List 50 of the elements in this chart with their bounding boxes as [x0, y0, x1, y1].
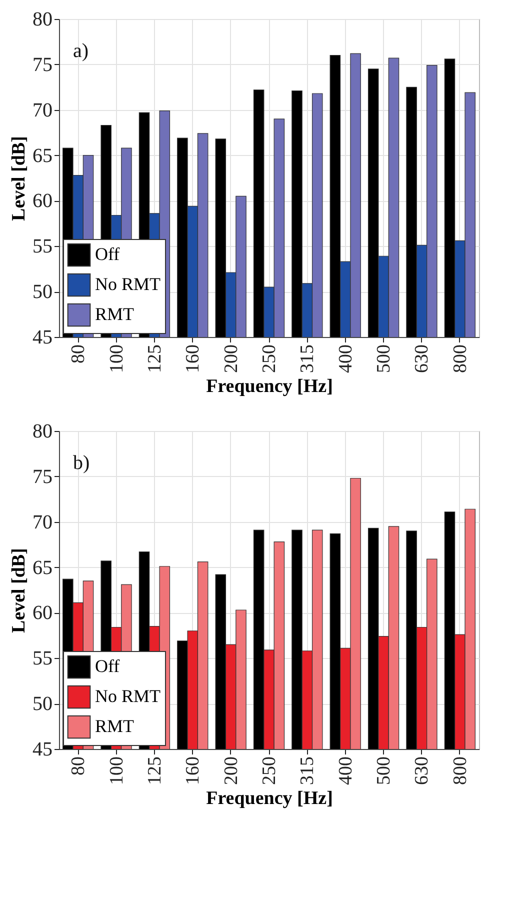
x-tick-label: 100	[106, 756, 128, 785]
y-tick-label: 50	[32, 281, 52, 304]
x-tick-label: 100	[106, 344, 128, 373]
annotation: b)	[73, 452, 90, 474]
x-tick-label: 800	[450, 344, 471, 373]
y-tick-label: 80	[32, 8, 52, 30]
y-tick-label: 65	[32, 556, 52, 579]
legend-label: Off	[95, 656, 120, 676]
y-tick-label: 70	[32, 99, 52, 122]
x-tick-label: 80	[68, 756, 90, 776]
y-tick-label: 45	[32, 738, 52, 760]
x-axis-title: Frequency [Hz]	[206, 788, 333, 809]
y-tick-label: 55	[32, 236, 52, 258]
x-tick-label: 630	[412, 756, 433, 785]
y-tick-label: 70	[32, 511, 52, 534]
x-tick-label: 315	[297, 756, 318, 785]
x-tick-label: 500	[374, 756, 395, 785]
x-tick-label: 630	[412, 344, 433, 373]
annotation: a)	[73, 40, 89, 62]
x-tick-label: 160	[182, 756, 204, 785]
y-tick-label: 60	[32, 602, 52, 624]
legend-label: No RMT	[95, 274, 161, 294]
x-tick-label: 160	[182, 344, 204, 373]
y-tick-label: 65	[32, 144, 52, 167]
x-axis-title: Frequency [Hz]	[206, 376, 333, 397]
legend-label: Off	[95, 244, 120, 264]
y-tick-label: 75	[32, 466, 52, 488]
x-tick-label: 250	[259, 756, 280, 785]
x-tick-label: 80	[68, 344, 90, 364]
y-axis-title: Level [dB]	[8, 136, 30, 221]
y-tick-label: 75	[32, 54, 52, 76]
x-tick-label: 500	[374, 344, 395, 373]
legend-label: RMT	[95, 304, 134, 324]
y-axis-title: Level [dB]	[8, 548, 30, 633]
legend-label: RMT	[95, 716, 134, 736]
x-tick-label: 125	[144, 344, 166, 373]
y-tick-label: 55	[32, 648, 52, 670]
y-tick-label: 45	[32, 326, 52, 348]
x-tick-label: 400	[335, 756, 356, 785]
x-tick-label: 400	[335, 344, 356, 373]
x-tick-label: 250	[259, 344, 280, 373]
legend-label: No RMT	[95, 686, 161, 706]
y-tick-label: 80	[32, 420, 52, 442]
y-tick-label: 50	[32, 693, 52, 716]
y-tick-label: 60	[32, 190, 52, 212]
x-tick-label: 315	[297, 344, 318, 373]
x-tick-label: 800	[450, 756, 471, 785]
x-tick-label: 200	[220, 344, 242, 373]
x-tick-label: 200	[220, 756, 242, 785]
x-tick-label: 125	[144, 756, 166, 785]
